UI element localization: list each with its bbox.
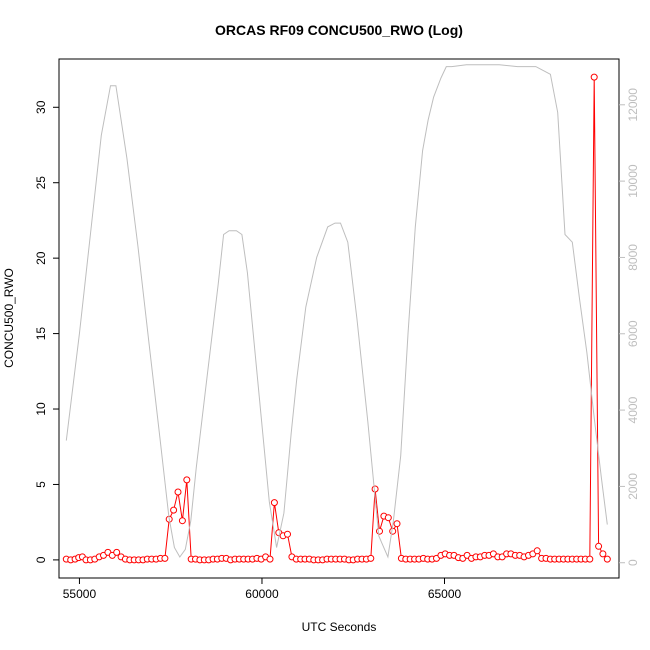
data-point xyxy=(533,547,541,555)
y-axis-label: CONCU500_RWO xyxy=(2,268,16,368)
data-point xyxy=(384,514,392,522)
chart-title: ORCAS RF09 CONCU500_RWO (Log) xyxy=(215,22,463,38)
y-right-tick-label: 4000 xyxy=(626,396,640,423)
data-point xyxy=(284,530,291,538)
series-line-right xyxy=(65,64,608,559)
data-point xyxy=(113,548,121,556)
y-tick-label: 20 xyxy=(34,251,48,265)
y-tick-label: 15 xyxy=(34,327,48,341)
data-point xyxy=(170,506,178,514)
data-point xyxy=(371,485,379,493)
data-point xyxy=(178,517,186,525)
x-axis-label: UTC Seconds xyxy=(302,620,377,634)
data-point xyxy=(393,520,401,528)
data-point xyxy=(183,476,191,484)
data-point xyxy=(599,550,607,558)
y-right-tick-label: 0 xyxy=(626,559,640,566)
y-right-tick-label: 6000 xyxy=(626,320,640,347)
x-tick-label: 60000 xyxy=(245,587,279,601)
data-point xyxy=(270,499,278,507)
y-tick-label: 30 xyxy=(34,100,48,114)
data-point xyxy=(174,488,182,496)
x-tick-label: 55000 xyxy=(63,587,97,601)
plot-frame xyxy=(58,58,620,579)
y-right-tick-label: 8000 xyxy=(626,244,640,271)
data-point xyxy=(266,555,274,563)
y-right-tick-label: 2000 xyxy=(626,473,640,500)
plot-area xyxy=(62,64,611,564)
data-point xyxy=(389,527,397,535)
data-point xyxy=(161,554,169,562)
data-point xyxy=(590,73,598,81)
y-tick-label: 10 xyxy=(34,402,48,416)
data-point xyxy=(603,555,611,563)
y-tick-label: 5 xyxy=(34,481,48,488)
data-point xyxy=(595,542,603,550)
y-right-tick-label: 10000 xyxy=(626,164,640,198)
data-point xyxy=(376,527,383,535)
y-tick-label: 0 xyxy=(34,556,48,563)
x-tick-label: 65000 xyxy=(428,587,462,601)
data-point xyxy=(586,555,594,563)
y-right-tick-label: 12000 xyxy=(626,88,640,122)
axes: 55000 60000 65000 0 5 10 15 20 25 30 0 2000 4000 6000… xyxy=(34,58,640,601)
y-tick-label: 25 xyxy=(34,176,48,190)
data-point xyxy=(367,554,375,562)
